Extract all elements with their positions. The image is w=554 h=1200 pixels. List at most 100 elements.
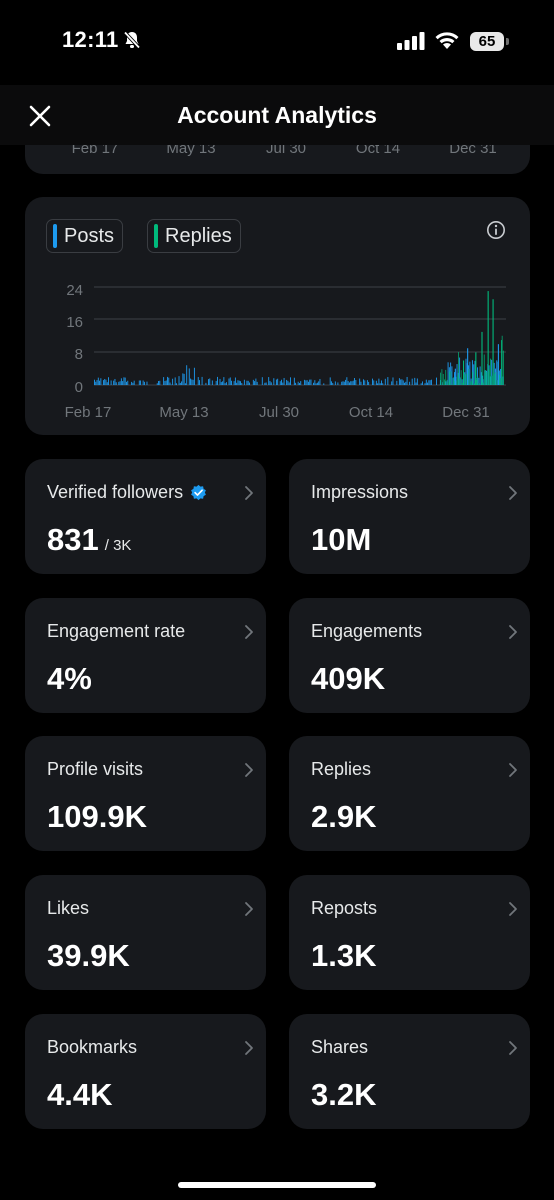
stat-card-replies[interactable]: Replies 2.9K <box>289 736 530 851</box>
bar-posts <box>382 383 384 385</box>
bar-posts <box>379 383 381 385</box>
page-title: Account Analytics <box>177 102 377 128</box>
bar-posts <box>104 378 106 385</box>
bar-posts <box>351 381 353 385</box>
bar-posts <box>304 379 306 385</box>
bar-posts <box>217 376 218 385</box>
stat-card-engagements[interactable]: Engagements 409K <box>289 598 530 713</box>
bar-posts <box>142 380 144 385</box>
bar-posts <box>469 361 471 385</box>
bar-posts <box>473 364 475 385</box>
bar-posts <box>208 379 209 385</box>
bar-replies <box>465 373 467 385</box>
bar-posts <box>406 376 408 385</box>
bar-replies <box>501 340 503 385</box>
bar-replies <box>495 371 497 385</box>
bar-posts <box>167 376 168 385</box>
stat-card-verified-followers[interactable]: Verified followers 831 / 3K <box>25 459 266 574</box>
stat-label: Reposts <box>311 898 378 918</box>
bar-posts <box>363 379 364 385</box>
home-indicator[interactable] <box>178 1182 376 1188</box>
bar-posts <box>315 383 317 385</box>
bar-posts <box>360 381 362 385</box>
bar-posts <box>238 380 240 385</box>
bar-posts <box>323 383 325 385</box>
bar-posts <box>188 368 190 385</box>
chevron-right-icon <box>509 763 517 777</box>
y-tick-label: 8 <box>75 346 83 363</box>
bar-posts <box>318 381 320 385</box>
bar-posts <box>237 380 239 385</box>
bar-posts <box>126 381 127 385</box>
posts-replies-chart: 24 16 8 0 Feb 17 May 13 Jul 30 Oct 14 De… <box>65 282 506 421</box>
bar-posts <box>146 381 148 385</box>
bar-posts <box>491 359 493 385</box>
bar-replies <box>442 373 444 385</box>
bar-posts <box>337 382 339 385</box>
battery-tip <box>506 38 509 45</box>
bar-posts <box>201 376 203 385</box>
bar-posts <box>391 381 393 385</box>
stat-value: 1.3K <box>311 938 377 973</box>
bar-posts <box>247 380 249 385</box>
stat-card-shares[interactable]: Shares 3.2K <box>289 1014 530 1129</box>
bar-replies <box>446 379 448 385</box>
bar-posts <box>288 382 290 385</box>
bar-posts <box>118 381 120 385</box>
bar-posts <box>270 382 272 385</box>
bar-posts <box>124 377 126 385</box>
bar-posts <box>158 381 159 385</box>
bar-posts <box>372 378 373 385</box>
stat-card-impressions[interactable]: Impressions 10M <box>289 459 530 574</box>
bar-posts <box>192 379 194 385</box>
bar-posts <box>300 381 302 385</box>
stat-card-bookmarks[interactable]: Bookmarks 4.4K <box>25 1014 266 1129</box>
bar-posts <box>133 380 135 385</box>
legend-swatch-posts <box>53 224 57 248</box>
bar-posts <box>184 383 186 385</box>
bar-replies <box>460 370 462 385</box>
verified-badge-icon <box>191 484 206 501</box>
legend-label: Posts <box>64 224 115 247</box>
stat-card-engagement-rate[interactable]: Engagement rate 4% <box>25 598 266 713</box>
stat-label: Likes <box>47 898 90 918</box>
bar-posts <box>95 381 97 385</box>
stat-card-likes[interactable]: Likes 39.9K <box>25 875 266 990</box>
bar-posts <box>197 377 199 385</box>
bar-replies <box>463 360 465 385</box>
bar-replies <box>441 369 443 385</box>
bar-posts <box>368 381 370 385</box>
bar-posts <box>264 382 266 385</box>
bar-posts <box>269 381 271 385</box>
bar-posts <box>165 380 167 385</box>
bar-posts <box>178 376 180 385</box>
bar-posts <box>377 383 379 385</box>
bar-posts <box>427 382 429 385</box>
bar-replies <box>454 380 456 385</box>
bar-posts <box>415 382 417 385</box>
bar-posts <box>295 382 297 385</box>
bar-posts <box>223 377 225 385</box>
stat-card-reposts[interactable]: Reposts 1.3K <box>289 875 530 990</box>
bar-posts <box>355 379 357 385</box>
bar-posts <box>115 382 117 385</box>
close-icon[interactable] <box>24 100 56 132</box>
bar-posts <box>416 378 418 385</box>
bar-posts <box>100 378 102 385</box>
bar-posts <box>497 344 499 385</box>
stat-card-profile-visits[interactable]: Profile visits 109.9K <box>25 736 266 851</box>
legend-posts[interactable]: Posts <box>46 219 124 253</box>
bar-posts <box>114 378 116 385</box>
info-icon[interactable] <box>486 220 506 240</box>
bar-replies <box>486 371 488 385</box>
chevron-right-icon <box>245 625 253 639</box>
bar-posts <box>454 372 455 385</box>
bar-posts <box>375 380 377 385</box>
bar-posts <box>405 381 407 385</box>
legend-replies[interactable]: Replies <box>147 219 241 253</box>
bar-replies <box>488 369 490 385</box>
bar-posts <box>306 380 308 385</box>
bar-posts <box>234 377 236 385</box>
bar-replies <box>496 380 498 385</box>
bar-posts <box>275 379 277 385</box>
